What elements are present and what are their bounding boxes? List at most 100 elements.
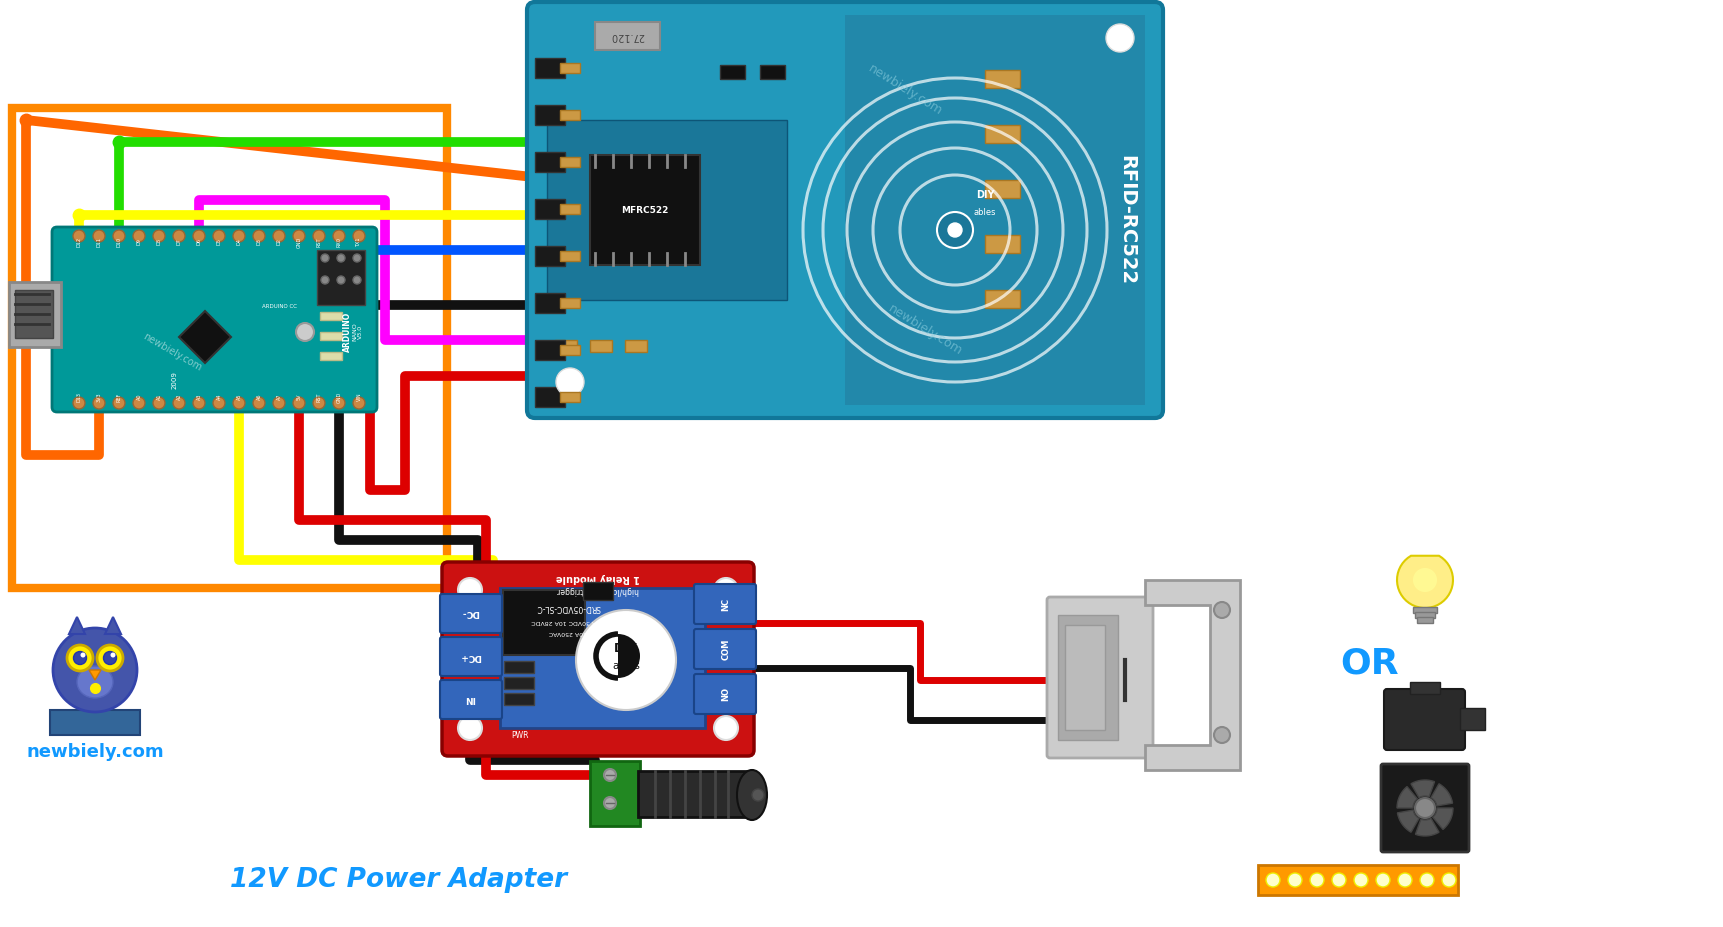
Bar [1258, 865, 1458, 895]
Text: RFID-RC522: RFID-RC522 [1118, 155, 1137, 286]
Circle shape [333, 230, 345, 242]
Circle shape [1309, 873, 1323, 887]
Bar [589, 761, 639, 826]
Text: A6: A6 [257, 394, 262, 400]
FancyBboxPatch shape [1048, 597, 1153, 758]
Circle shape [67, 645, 93, 671]
Circle shape [114, 230, 126, 242]
Bar [1415, 612, 1435, 618]
Bar [760, 65, 786, 79]
Circle shape [233, 230, 245, 242]
Text: RST: RST [317, 237, 322, 247]
Bar [560, 63, 581, 73]
Text: newbiely.com: newbiely.com [26, 743, 164, 761]
Circle shape [81, 653, 86, 657]
Bar [986, 125, 1020, 143]
Circle shape [937, 212, 973, 248]
Text: DIY: DIY [613, 641, 638, 654]
Circle shape [1215, 727, 1230, 743]
Bar [536, 387, 565, 407]
Circle shape [110, 653, 115, 657]
Bar [1409, 682, 1440, 694]
Text: OR: OR [1340, 646, 1399, 680]
Circle shape [948, 223, 961, 237]
Polygon shape [69, 617, 84, 634]
Circle shape [575, 610, 675, 710]
Text: A4: A4 [217, 394, 222, 400]
Circle shape [93, 397, 105, 409]
FancyBboxPatch shape [1382, 764, 1470, 852]
Polygon shape [105, 617, 121, 634]
Circle shape [557, 368, 584, 396]
Text: newbiely.com: newbiely.com [141, 331, 203, 373]
Circle shape [296, 323, 314, 341]
Bar [536, 199, 565, 219]
Text: newbiely.com: newbiely.com [886, 302, 965, 358]
Bar [536, 293, 565, 313]
Bar [1459, 708, 1485, 730]
Text: VIN: VIN [357, 393, 362, 401]
Polygon shape [1434, 808, 1452, 830]
Circle shape [353, 254, 362, 262]
Wedge shape [619, 634, 639, 678]
Bar [986, 180, 1020, 198]
Circle shape [74, 652, 86, 665]
Bar [505, 677, 534, 689]
Circle shape [713, 716, 737, 740]
Text: GND: GND [336, 391, 341, 402]
Bar [320, 352, 341, 360]
Bar [560, 251, 581, 261]
Circle shape [153, 397, 165, 409]
FancyBboxPatch shape [439, 594, 501, 633]
Text: 10A 250VAC: 10A 250VAC [550, 630, 588, 635]
Bar [505, 661, 534, 673]
Bar [638, 771, 753, 817]
Circle shape [133, 397, 145, 409]
Polygon shape [1411, 780, 1435, 797]
FancyBboxPatch shape [443, 562, 755, 756]
Circle shape [458, 578, 482, 602]
Circle shape [751, 789, 763, 801]
Text: ARDUINO CC: ARDUINO CC [262, 304, 296, 310]
Text: DC+: DC+ [458, 652, 481, 661]
Text: D9: D9 [136, 238, 141, 246]
Bar [582, 582, 613, 600]
Bar [320, 332, 341, 340]
Circle shape [172, 397, 184, 409]
Bar [986, 290, 1020, 308]
Circle shape [93, 230, 105, 242]
Bar [589, 155, 700, 265]
Text: 1 Relay Module: 1 Relay Module [557, 573, 639, 583]
Circle shape [253, 230, 265, 242]
Text: DC-: DC- [462, 608, 479, 617]
Polygon shape [1432, 783, 1452, 806]
Circle shape [114, 397, 126, 409]
Circle shape [72, 397, 84, 409]
Polygon shape [1415, 819, 1439, 836]
Circle shape [1420, 873, 1434, 887]
Circle shape [214, 397, 226, 409]
Text: A5: A5 [236, 394, 241, 400]
FancyBboxPatch shape [439, 637, 501, 676]
Text: high/low level trigger: high/low level trigger [557, 586, 639, 594]
Circle shape [320, 276, 329, 284]
Text: IN: IN [465, 694, 476, 704]
Circle shape [1289, 873, 1303, 887]
FancyBboxPatch shape [439, 680, 501, 719]
Bar [546, 120, 787, 300]
Text: GND: GND [296, 236, 302, 248]
Circle shape [193, 397, 205, 409]
Bar [50, 710, 140, 735]
Bar [317, 250, 365, 305]
Circle shape [314, 397, 326, 409]
FancyBboxPatch shape [1384, 689, 1465, 750]
Bar [560, 157, 581, 167]
Text: TX1: TX1 [357, 237, 362, 247]
Polygon shape [1397, 556, 1452, 608]
Text: D5: D5 [217, 238, 222, 246]
Circle shape [314, 230, 326, 242]
Circle shape [1215, 602, 1230, 618]
Circle shape [353, 397, 365, 409]
Bar [1413, 607, 1437, 613]
Bar [986, 70, 1020, 88]
